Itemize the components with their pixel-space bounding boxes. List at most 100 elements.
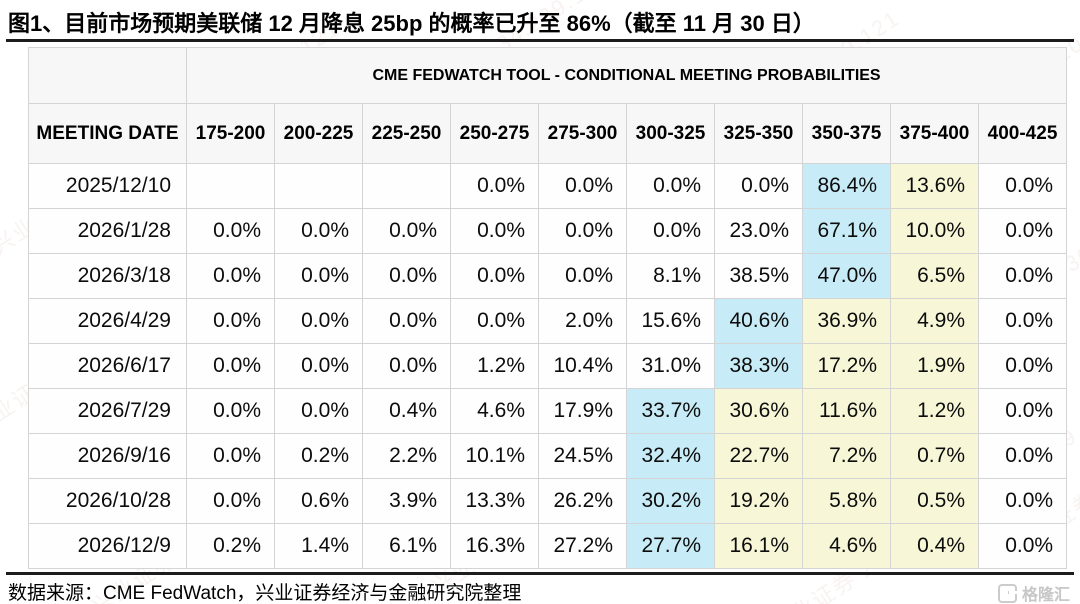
probability-cell: 0.0%: [977, 208, 1068, 254]
probability-cell: 86.4%: [802, 163, 891, 209]
data-source: 数据来源：CME FedWatch，兴业证券经济与金融研究院整理: [8, 583, 522, 604]
probability-cell: 0.0%: [362, 253, 451, 299]
probability-cell: 0.0%: [362, 343, 451, 389]
rate-range-header: 275-300: [538, 103, 627, 164]
meeting-date-cell: 2026/9/16: [28, 433, 187, 479]
probability-cell: 19.2%: [714, 478, 803, 524]
probability-cell: 27.7%: [626, 523, 715, 569]
table-row: 2026/7/29 0.0% 0.0% 0.4% 4.6% 17.9% 33.7% 30.6%…: [28, 388, 1068, 434]
probability-cell: 23.0%: [714, 208, 803, 254]
probability-cell: 10.4%: [538, 343, 627, 389]
probability-cell: [274, 163, 363, 209]
probability-cell: 2.0%: [538, 298, 627, 344]
probability-cell: 0.0%: [186, 388, 275, 434]
probability-cell: 0.0%: [714, 163, 803, 209]
probability-cell: 0.0%: [626, 208, 715, 254]
table-row: 2026/3/18 0.0% 0.0% 0.0% 0.0% 0.0% 8.1% 38.5% 47…: [28, 253, 1068, 299]
probability-cell: 24.5%: [538, 433, 627, 479]
probability-cell: 0.0%: [977, 388, 1068, 434]
table-row: 2026/9/16 0.0% 0.2% 2.2% 10.1% 24.5% 32.4% 22.7…: [28, 433, 1068, 479]
probability-cell: 0.2%: [186, 523, 275, 569]
probability-cell: 1.2%: [890, 388, 979, 434]
probability-cell: 33.7%: [626, 388, 715, 434]
probability-cell: 6.1%: [362, 523, 451, 569]
probability-cell: 0.0%: [538, 253, 627, 299]
table-row: 2026/6/17 0.0% 0.0% 0.0% 1.2% 10.4% 31.0% 38.3%…: [28, 343, 1068, 389]
table-title-cell: CME FEDWATCH TOOL - CONDITIONAL MEETING …: [185, 47, 1068, 104]
meeting-date-cell: 2026/7/29: [28, 388, 187, 434]
probability-cell: 0.4%: [362, 388, 451, 434]
probability-cell: 0.0%: [186, 343, 275, 389]
meeting-date-cell: 2026/10/28: [28, 478, 187, 524]
rate-range-header: 200-225: [274, 103, 363, 164]
probability-cell: 17.2%: [802, 343, 891, 389]
gelonghui-text: 格隆汇: [1021, 587, 1070, 604]
probability-cell: [362, 163, 451, 209]
fedwatch-probability-table: CME FEDWATCH TOOL - CONDITIONAL MEETING …: [28, 47, 1068, 569]
probability-cell: 0.0%: [977, 433, 1068, 479]
table-row: 2025/12/10 0.0% 0.0% 0.0% 0.0% 86.4% 13.6% 0.0%: [28, 163, 1068, 209]
probability-cell: 0.2%: [274, 433, 363, 479]
probability-cell: 0.0%: [450, 163, 539, 209]
probability-cell: 0.0%: [450, 253, 539, 299]
meeting-date-cell: 2026/1/28: [28, 208, 187, 254]
probability-cell: 13.3%: [450, 478, 539, 524]
probability-cell: 0.6%: [274, 478, 363, 524]
probability-cell: 0.0%: [186, 253, 275, 299]
table-header: CME FEDWATCH TOOL - CONDITIONAL MEETING …: [28, 47, 1068, 164]
probability-cell: 6.5%: [890, 253, 979, 299]
probability-cell: 11.6%: [802, 388, 891, 434]
probability-cell: 1.2%: [450, 343, 539, 389]
rate-range-header: 225-250: [362, 103, 451, 164]
probability-cell: 0.0%: [977, 343, 1068, 389]
meeting-date-header: MEETING DATE: [28, 103, 187, 164]
probability-cell: 38.5%: [714, 253, 803, 299]
probability-cell: 16.3%: [450, 523, 539, 569]
meeting-date-cell: 2025/12/10: [28, 163, 187, 209]
figure-title: 图1、目前市场预期美联储 12 月降息 25bp 的概率已升至 86%（截至 1…: [8, 11, 815, 36]
probability-cell: 22.7%: [714, 433, 803, 479]
table-row: 2026/4/29 0.0% 0.0% 0.0% 0.0% 2.0% 15.6% 40.6% 3…: [28, 298, 1068, 344]
probability-cell: 31.0%: [626, 343, 715, 389]
probability-cell: 36.9%: [802, 298, 891, 344]
probability-cell: 4.6%: [450, 388, 539, 434]
probability-cell: 0.0%: [186, 298, 275, 344]
probability-cell: 17.9%: [538, 388, 627, 434]
probability-cell: 0.0%: [450, 298, 539, 344]
table-row: 2026/10/28 0.0% 0.6% 3.9% 13.3% 26.2% 30.2% 19.…: [28, 478, 1068, 524]
probability-cell: 15.6%: [626, 298, 715, 344]
column-header-row: MEETING DATE 175-200 200-225 225-250 250-27…: [28, 103, 1068, 164]
probability-cell: 30.6%: [714, 388, 803, 434]
probability-cell: 10.0%: [890, 208, 979, 254]
rate-range-header: 175-200: [186, 103, 275, 164]
rate-range-header: 325-350: [714, 103, 803, 164]
rate-range-header: 300-325: [626, 103, 715, 164]
probability-cell: 67.1%: [802, 208, 891, 254]
probability-cell: 4.9%: [890, 298, 979, 344]
probability-cell: 40.6%: [714, 298, 803, 344]
probability-cell: 0.0%: [274, 388, 363, 434]
probability-cell: 0.0%: [977, 523, 1068, 569]
meeting-date-cell: 2026/3/18: [28, 253, 187, 299]
title-divider: [6, 39, 1074, 42]
probability-cell: 27.2%: [538, 523, 627, 569]
probability-cell: 0.0%: [274, 343, 363, 389]
probability-cell: 16.1%: [714, 523, 803, 569]
probability-cell: 1.4%: [274, 523, 363, 569]
rate-range-header: 375-400: [890, 103, 979, 164]
probability-cell: 0.0%: [450, 208, 539, 254]
probability-cell: 2.2%: [362, 433, 451, 479]
probability-cell: 4.6%: [802, 523, 891, 569]
corner-cell: [28, 47, 187, 104]
probability-cell: 0.0%: [186, 478, 275, 524]
probability-cell: 0.0%: [274, 253, 363, 299]
probability-cell: 0.0%: [362, 208, 451, 254]
probability-cell: 0.0%: [274, 208, 363, 254]
probability-cell: 32.4%: [626, 433, 715, 479]
probability-cell: 0.4%: [890, 523, 979, 569]
probability-cell: 0.0%: [274, 298, 363, 344]
probability-cell: 0.0%: [538, 163, 627, 209]
probability-cell: 30.2%: [626, 478, 715, 524]
probability-cell: 0.0%: [538, 208, 627, 254]
